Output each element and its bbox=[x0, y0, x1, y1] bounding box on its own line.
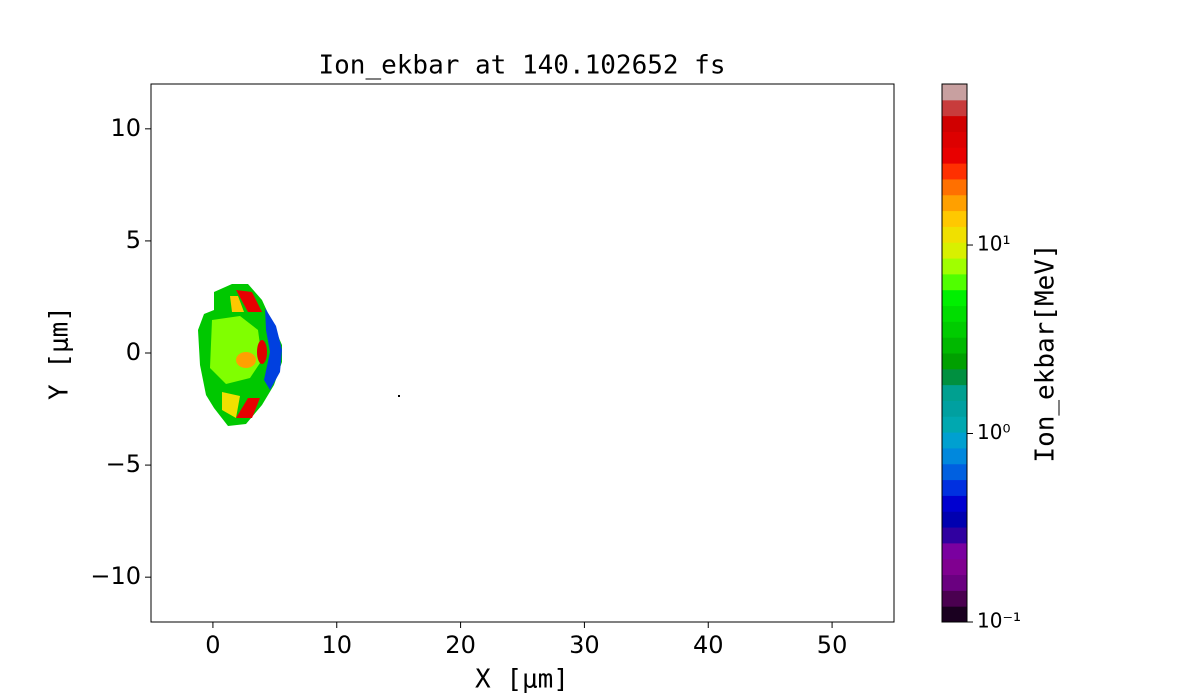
x-tick-label: 0 bbox=[205, 631, 220, 659]
colorbar-band bbox=[942, 511, 967, 528]
colorbar-band bbox=[942, 527, 967, 544]
colorbar-band bbox=[942, 289, 967, 307]
colorbar-band bbox=[942, 447, 967, 465]
y-tick-label: −10 bbox=[90, 562, 141, 590]
y-tick-label: 5 bbox=[126, 226, 141, 254]
x-tick-label: 50 bbox=[817, 631, 848, 659]
colorbar-band bbox=[942, 479, 967, 496]
colorbar-band bbox=[942, 242, 967, 259]
colorbar-frame bbox=[941, 83, 968, 623]
colorbar-band bbox=[942, 463, 967, 481]
x-tick-label: 40 bbox=[693, 631, 724, 659]
colorbar-band bbox=[942, 273, 967, 291]
colorbar-band bbox=[942, 163, 967, 180]
colorbar-band bbox=[942, 99, 967, 117]
colorbar-band bbox=[942, 131, 967, 148]
colorbar-band bbox=[942, 384, 967, 401]
chart-title: Ion_ekbar at 140.102652 fs bbox=[319, 51, 726, 81]
colorbar-band bbox=[942, 305, 967, 322]
colorbar-band bbox=[942, 558, 967, 576]
x-tick-label: 10 bbox=[321, 631, 352, 659]
x-tick-label: 30 bbox=[569, 631, 600, 659]
colorbar-label: Ion_ekbar[MeV] bbox=[1031, 243, 1061, 462]
colorbar-band bbox=[942, 178, 967, 196]
colorbar-band bbox=[942, 115, 967, 132]
colorbar-band bbox=[942, 432, 967, 449]
colorbar-band bbox=[942, 194, 967, 212]
colorbar-band bbox=[942, 368, 967, 386]
y-tick-label: 0 bbox=[126, 338, 141, 366]
colorbar-tick-label: 10¹ bbox=[977, 232, 1010, 256]
y-tick-label: 10 bbox=[110, 114, 141, 142]
colorbar-band bbox=[942, 84, 967, 101]
colorbar-band bbox=[942, 321, 967, 338]
colorbar-band bbox=[942, 258, 967, 275]
colorbar-tick-label: 10⁰ bbox=[977, 420, 1010, 444]
colorbar-band bbox=[942, 353, 967, 370]
colorbar-band bbox=[942, 606, 967, 623]
y-tick-label: −5 bbox=[106, 450, 141, 478]
colorbar-tick-label: 10⁻¹ bbox=[977, 609, 1021, 633]
colorbar-band bbox=[942, 147, 967, 164]
colorbar-band bbox=[942, 590, 967, 607]
colorbar-band bbox=[942, 495, 967, 512]
colorbar-band bbox=[942, 400, 967, 417]
colorbar-band bbox=[942, 574, 967, 591]
y-axis-label: Y [μm] bbox=[45, 306, 75, 400]
colorbar-band bbox=[942, 210, 967, 227]
colorbar-band bbox=[942, 337, 967, 354]
colorbar-band bbox=[942, 416, 967, 433]
colorbar-band bbox=[942, 542, 967, 560]
field-map bbox=[198, 284, 400, 426]
x-axis-label: X [μm] bbox=[475, 665, 569, 695]
colorbar-band bbox=[942, 226, 967, 243]
x-tick-label: 20 bbox=[445, 631, 476, 659]
